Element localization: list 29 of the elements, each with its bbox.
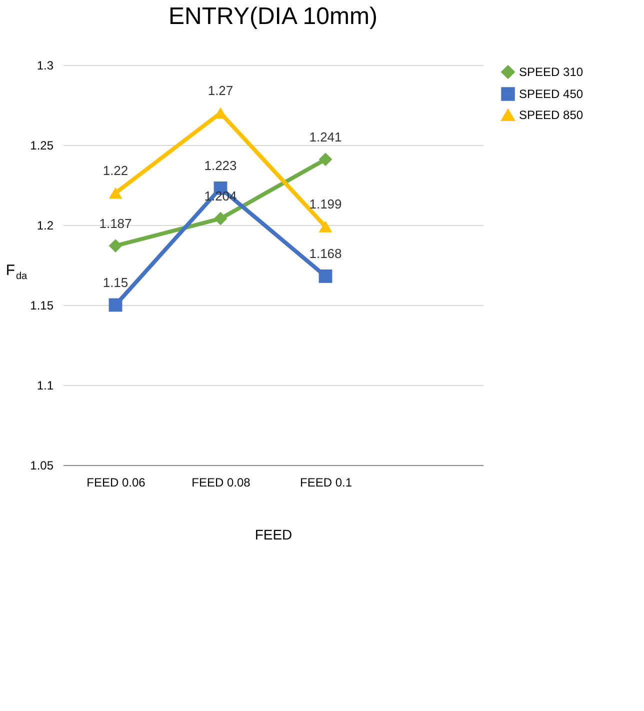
data-label: 1.15 [102, 275, 128, 290]
legend-label: SPEED 850 [519, 108, 584, 122]
x-tick-label: FEED 0.08 [192, 476, 251, 490]
y-tick-label: 1.1 [36, 378, 54, 392]
chart-title: ENTRY(DIA 10mm) [168, 3, 378, 30]
data-label: 1.187 [99, 216, 132, 231]
data-label: 1.241 [309, 129, 342, 144]
legend-label: SPEED 450 [519, 87, 584, 101]
data-label: 1.168 [309, 246, 342, 262]
y-tick-label: 1.15 [30, 298, 54, 312]
data-label: 1.22 [102, 163, 128, 178]
y-tick-label: 1.05 [30, 458, 54, 472]
data-label: 1.199 [309, 196, 342, 212]
x-tick-label: FEED 0.1 [300, 476, 352, 490]
point [318, 152, 332, 166]
y-tick-label: 1.2 [36, 218, 54, 232]
x-axis-title: FEED [254, 526, 292, 542]
y-tick-label: 1.3 [36, 58, 54, 72]
y-tick-label: 1.25 [30, 138, 54, 152]
point [318, 269, 332, 283]
data-label: 1.27 [208, 83, 234, 98]
point [318, 220, 332, 232]
x-tick-label: FEED 0.06 [86, 476, 146, 490]
point [108, 298, 122, 312]
point [108, 187, 122, 199]
point [214, 212, 228, 226]
point [108, 239, 122, 253]
legend-label: SPEED 310 [519, 65, 584, 79]
data-label: 1.223 [204, 158, 237, 174]
